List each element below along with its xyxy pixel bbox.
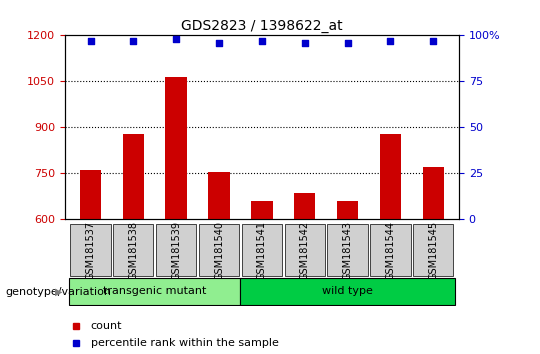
Bar [165, 77, 187, 219]
Text: GSM181544: GSM181544 [386, 221, 395, 280]
Text: GSM181541: GSM181541 [257, 221, 267, 280]
FancyBboxPatch shape [370, 224, 410, 276]
FancyBboxPatch shape [327, 224, 368, 276]
FancyBboxPatch shape [113, 224, 153, 276]
Bar [423, 167, 444, 219]
Point [429, 38, 437, 44]
Text: GSM181543: GSM181543 [342, 221, 353, 280]
Bar [294, 193, 315, 219]
Point [258, 38, 266, 44]
Text: wild type: wild type [322, 286, 373, 296]
FancyBboxPatch shape [242, 224, 282, 276]
FancyBboxPatch shape [285, 224, 325, 276]
Text: percentile rank within the sample: percentile rank within the sample [91, 338, 279, 348]
Bar [123, 133, 144, 219]
Text: GSM181537: GSM181537 [85, 221, 96, 280]
FancyBboxPatch shape [240, 278, 455, 305]
Bar [337, 201, 359, 219]
Text: GSM181542: GSM181542 [300, 221, 310, 280]
Text: genotype/variation: genotype/variation [5, 287, 111, 297]
FancyBboxPatch shape [413, 224, 454, 276]
FancyBboxPatch shape [156, 224, 197, 276]
Text: transgenic mutant: transgenic mutant [103, 286, 206, 296]
Text: GSM181540: GSM181540 [214, 221, 224, 280]
Point [86, 38, 95, 44]
Point [129, 38, 138, 44]
Bar [251, 201, 273, 219]
Point [172, 36, 180, 42]
Text: count: count [91, 321, 122, 331]
Point [386, 38, 395, 44]
FancyBboxPatch shape [199, 224, 239, 276]
Point [343, 40, 352, 46]
Text: GSM181539: GSM181539 [171, 221, 181, 280]
Bar [80, 170, 101, 219]
FancyBboxPatch shape [70, 224, 111, 276]
FancyBboxPatch shape [69, 278, 240, 305]
Bar [208, 172, 230, 219]
Bar [380, 133, 401, 219]
Point [215, 40, 224, 46]
Title: GDS2823 / 1398622_at: GDS2823 / 1398622_at [181, 19, 343, 33]
Text: GSM181538: GSM181538 [129, 221, 138, 280]
Text: ▶: ▶ [55, 287, 62, 297]
Text: GSM181545: GSM181545 [428, 221, 438, 280]
Point [300, 40, 309, 46]
